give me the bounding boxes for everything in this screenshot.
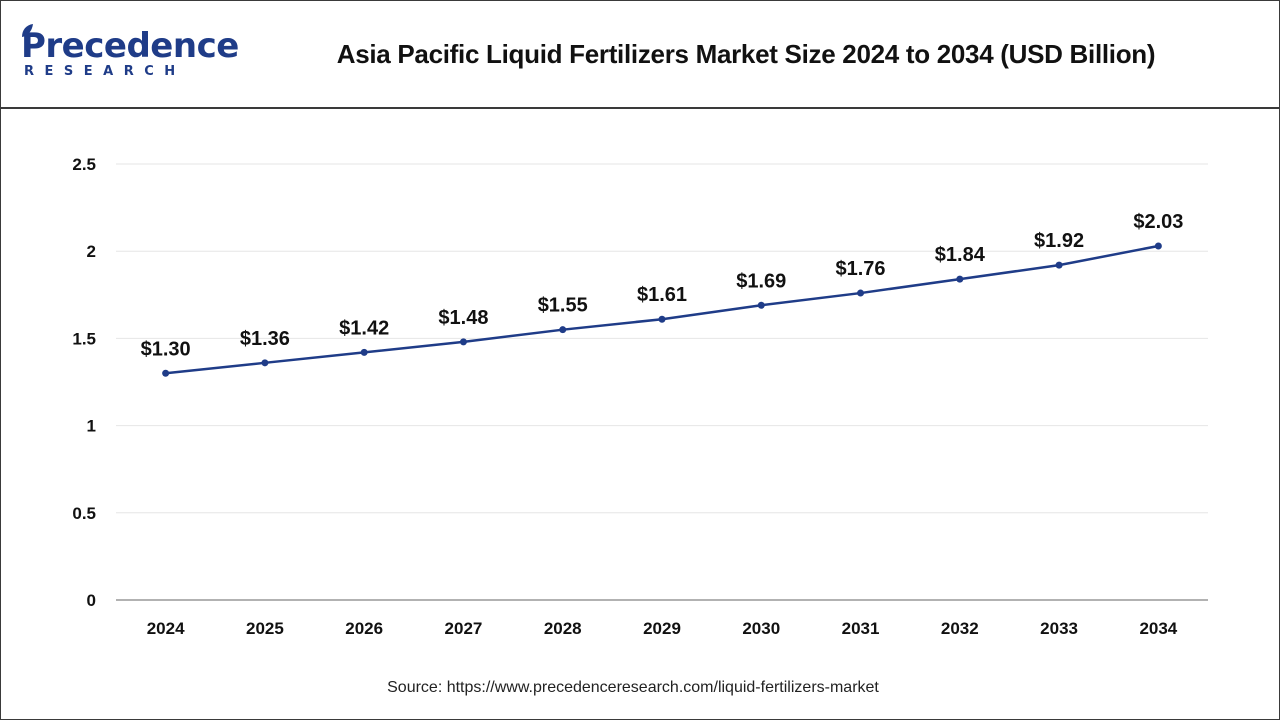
data-label: $2.03 [1133,211,1183,233]
logo-subtitle: RESEARCH [24,64,186,79]
data-label: $1.76 [836,258,886,280]
y-tick-label: 1 [87,417,96,436]
header: Precedence RESEARCH Asia Pacific Liquid … [1,1,1279,109]
y-tick-label: 0 [87,591,96,610]
x-tick-label: 2027 [445,619,483,638]
x-tick-label: 2028 [544,619,582,638]
y-tick-label: 1.5 [72,329,96,348]
data-point [757,301,765,309]
y-tick-label: 0.5 [72,504,96,523]
data-point [956,275,964,283]
data-point [1154,242,1162,250]
data-label: $1.55 [538,295,588,317]
x-tick-label: 2031 [842,619,880,638]
data-label: $1.36 [240,328,290,350]
data-label: $1.61 [637,284,687,306]
x-tick-label: 2025 [246,619,284,638]
series-line [165,244,1159,375]
logo-wordmark: Precedence [21,26,239,66]
x-tick-label: 2024 [147,619,185,638]
data-label: $1.48 [438,307,488,329]
data-label: $1.92 [1034,230,1084,252]
data-point [459,338,467,346]
data-point [658,315,666,323]
chart-title: Asia Pacific Liquid Fertilizers Market S… [336,39,1156,69]
leaf-icon [22,24,33,37]
y-tick-label: 2 [87,242,96,261]
data-point [1055,261,1063,269]
y-tick-label: 2.5 [72,155,96,174]
x-tick-label: 2026 [345,619,383,638]
data-label: $1.84 [935,244,986,266]
data-label: $1.42 [339,317,389,339]
x-tick-label: 2034 [1139,619,1177,638]
data-point [857,289,865,297]
data-point [360,348,368,356]
data-label: $1.30 [141,338,191,360]
x-tick-label: 2030 [742,619,780,638]
source-note: Source: https://www.precedenceresearch.c… [387,679,879,696]
x-tick-label: 2029 [643,619,681,638]
x-tick-label: 2033 [1040,619,1078,638]
x-tick-label: 2032 [941,619,979,638]
data-point [261,359,269,367]
data-label: $1.69 [736,270,786,292]
brand-logo: Precedence RESEARCH [21,24,239,85]
data-point [162,369,170,377]
data-point [559,326,567,334]
